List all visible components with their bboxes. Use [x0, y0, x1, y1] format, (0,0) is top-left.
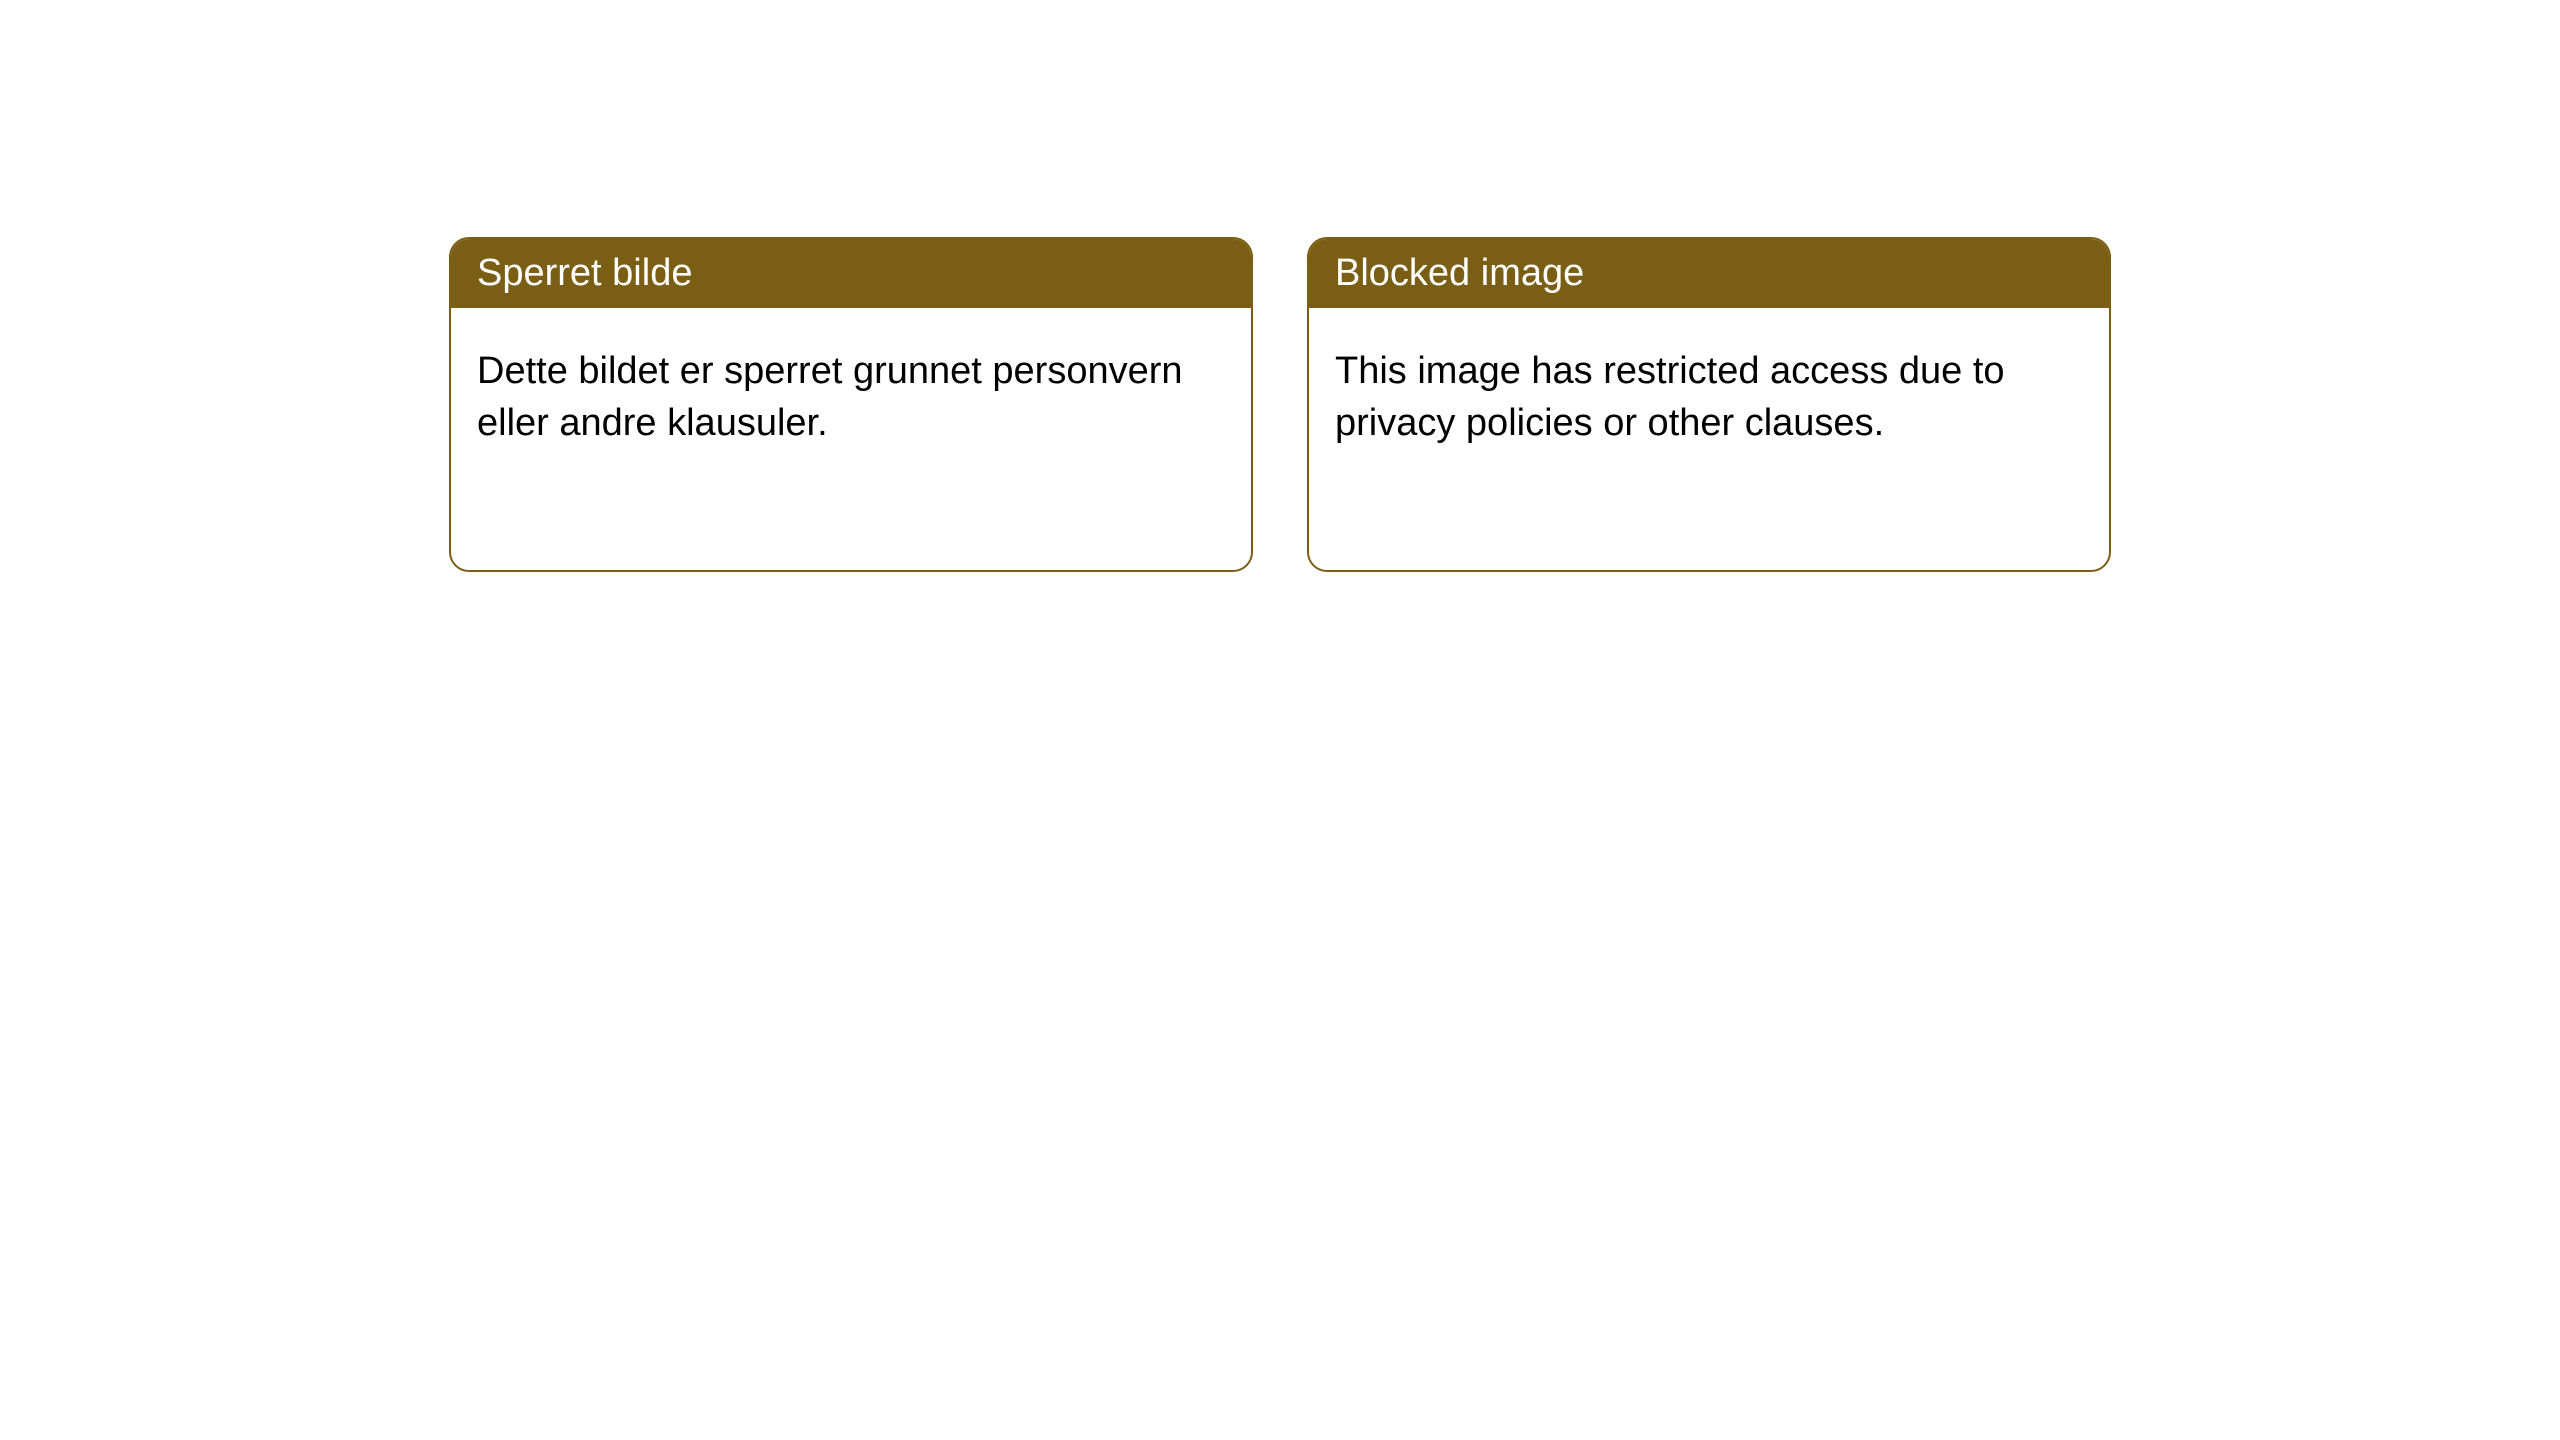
notice-card-norwegian: Sperret bilde Dette bildet er sperret gr…	[449, 237, 1253, 572]
notice-title-norwegian: Sperret bilde	[451, 239, 1251, 308]
notice-title-english: Blocked image	[1309, 239, 2109, 308]
notice-card-english: Blocked image This image has restricted …	[1307, 237, 2111, 572]
notice-container: Sperret bilde Dette bildet er sperret gr…	[0, 0, 2560, 572]
notice-body-english: This image has restricted access due to …	[1309, 308, 2109, 487]
notice-body-norwegian: Dette bildet er sperret grunnet personve…	[451, 308, 1251, 487]
